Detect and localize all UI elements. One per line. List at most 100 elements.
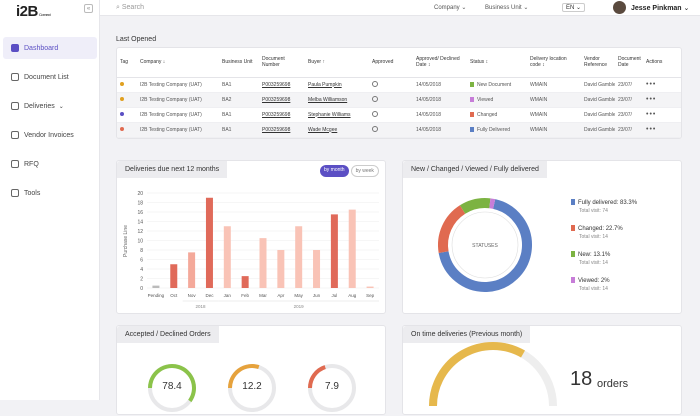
sidebar-item-deliveries[interactable]: Deliveries ⌄ <box>0 95 99 117</box>
y-tick-label: 8 <box>140 248 143 254</box>
document-number-link[interactable]: P003259698 <box>262 126 291 133</box>
section-title: Last Opened <box>116 36 157 43</box>
sidebar-item-label: RFQ <box>24 160 39 168</box>
more-actions-icon[interactable]: ••• <box>646 111 657 118</box>
search-input[interactable]: ⌕ Search <box>116 4 144 12</box>
column-header[interactable]: Approved/ Declined Date ↕ <box>413 48 467 78</box>
gauge-arc <box>148 364 196 403</box>
location-cell: WMAIN <box>530 96 548 103</box>
more-actions-icon[interactable]: ••• <box>646 96 657 103</box>
company-label: Company <box>434 5 460 11</box>
buyer-link[interactable]: Wade Mcgee <box>308 126 338 133</box>
sidebar-item-label: Vendor Invoices <box>24 131 74 139</box>
column-header: Actions <box>643 48 681 78</box>
y-tick-label: 6 <box>140 258 143 264</box>
company-dropdown[interactable]: Company ⌄ <box>434 4 466 11</box>
user-menu[interactable]: Jesse Pinkman ⌄ <box>631 4 689 12</box>
sidebar-item-vendor-invoices[interactable]: Vendor Invoices <box>0 124 99 146</box>
topbar: ⌕ Search Company ⌄ Business Unit ⌄ EN ⌄ … <box>100 0 700 16</box>
sidebar-item-dashboard[interactable]: Dashboard <box>3 37 97 59</box>
search-icon: ⌕ <box>116 4 120 11</box>
card-title: On time deliveries (Previous month) <box>403 326 531 343</box>
column-header[interactable]: Buyer ↑ <box>305 48 369 78</box>
tag-dot <box>120 111 124 116</box>
column-header[interactable]: Business Unit <box>219 48 259 78</box>
column-header[interactable]: Company ↓ <box>137 48 219 78</box>
sidebar-item-tools[interactable]: Tools <box>0 182 99 204</box>
bar <box>188 252 196 288</box>
sidebar-item-label: Dashboard <box>24 44 59 52</box>
donut-inner-ring <box>451 211 519 279</box>
column-header-label: Status <box>470 59 485 66</box>
donut-center-label: STATUSES <box>472 243 498 249</box>
donut-slice <box>438 205 466 253</box>
table-row[interactable]: I2B Testing Company (UAT) BA1 P003259698 Wa… <box>117 122 681 138</box>
gauge-value: 7.9 <box>325 381 339 392</box>
y-tick-label: 20 <box>137 191 143 197</box>
language-label: EN <box>566 5 575 11</box>
table-row[interactable]: I2B Testing Company (UAT) BA2 P003259698 Me… <box>117 92 681 108</box>
bar <box>277 250 285 288</box>
column-header[interactable]: Document Date <box>615 48 643 78</box>
document-icon <box>11 73 19 81</box>
language-select[interactable]: EN ⌄ <box>562 3 586 12</box>
column-header[interactable]: Approved <box>369 48 413 78</box>
x-tick-label: Oct <box>170 293 178 298</box>
y-tick-label: 14 <box>137 220 143 226</box>
column-header[interactable]: Vendor Reference <box>581 48 615 78</box>
truck-icon <box>11 102 19 110</box>
bar <box>348 209 356 288</box>
column-header-label: Delivery location code <box>530 56 567 69</box>
tag-dot <box>120 96 124 101</box>
sidebar-item-document-list[interactable]: Document List <box>0 66 99 88</box>
x-tick-label: May <box>294 293 303 298</box>
dashboard-icon <box>11 44 19 52</box>
legend-item: New: 13.1% Total visit: 14 <box>571 251 610 266</box>
bar <box>205 197 213 288</box>
document-date-cell: 23/07/ <box>618 96 632 103</box>
avatar[interactable] <box>613 1 626 14</box>
table-row[interactable]: I2B Testing Company (UAT) BA1 P003259698 Pa… <box>117 77 681 93</box>
column-header[interactable]: Tag <box>117 48 137 78</box>
chevron-down-icon: ⌄ <box>58 103 64 110</box>
x-tick-label: Nov <box>188 293 197 298</box>
y-tick-label: 10 <box>137 239 143 245</box>
app-logo[interactable]: i2BConnect <box>16 3 51 20</box>
sidebar-item-label: Document List <box>24 73 69 81</box>
legend-sub: Total visit: 74 <box>579 208 608 214</box>
status-swatch <box>470 81 474 87</box>
tag-dot <box>120 126 124 131</box>
ontime-count: 18 <box>570 368 593 390</box>
buyer-link[interactable]: Melba Williamson <box>308 96 348 103</box>
document-number-link[interactable]: P003259698 <box>262 81 291 88</box>
donut-slice <box>489 198 496 209</box>
company-cell: I2B Testing Company (UAT) <box>140 96 202 103</box>
column-header[interactable]: Status ↕ <box>467 48 527 78</box>
status-swatch <box>470 126 474 132</box>
status-cell: New Document <box>477 81 512 88</box>
document-number-link[interactable]: P003259698 <box>262 96 291 103</box>
buyer-link[interactable]: Stephanie Williams <box>308 111 351 118</box>
business-unit-dropdown[interactable]: Business Unit ⌄ <box>485 4 528 11</box>
y-tick-label: 0 <box>140 286 143 292</box>
business-unit-cell: BA1 <box>222 81 232 88</box>
ontime-gauge-arc <box>429 341 525 407</box>
approved-date-cell: 14/05/2018 <box>416 126 442 133</box>
more-actions-icon[interactable]: ••• <box>646 81 657 88</box>
collapse-sidebar-button[interactable]: « <box>84 4 93 13</box>
document-number-link[interactable]: P003259698 <box>262 111 291 118</box>
vendor-cell: David Gamble <box>584 111 615 118</box>
more-actions-icon[interactable]: ••• <box>646 126 657 133</box>
column-header[interactable]: Document Number <box>259 48 305 78</box>
column-header[interactable]: Delivery location code ↕ <box>527 48 581 78</box>
year-label: 2018 <box>196 304 207 309</box>
table-row[interactable]: I2B Testing Company (UAT) BA1 P003259698 St… <box>117 107 681 123</box>
buyer-link[interactable]: Paula Pumpkin <box>308 81 342 88</box>
status-cell: Changed <box>477 111 498 118</box>
by-week-toggle[interactable]: by week <box>350 165 379 177</box>
by-month-toggle[interactable]: by month <box>320 165 349 177</box>
chevron-down-icon: ⌄ <box>523 5 529 11</box>
ontime-deliveries-card: On time deliveries (Previous month) <box>402 325 682 415</box>
sidebar-item-rfq[interactable]: RFQ <box>0 153 99 175</box>
business-unit-cell: BA2 <box>222 96 232 103</box>
